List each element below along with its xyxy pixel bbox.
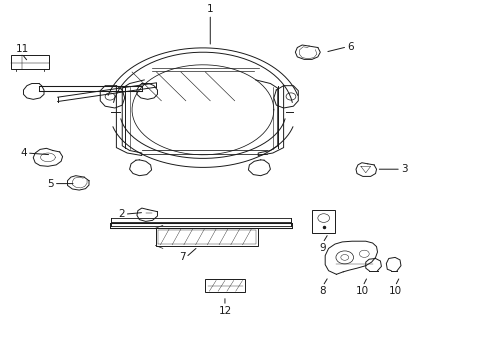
- Text: 4: 4: [20, 148, 27, 158]
- Text: 11: 11: [15, 44, 29, 54]
- Bar: [311, 210, 335, 233]
- Text: 6: 6: [346, 42, 353, 52]
- Text: 9: 9: [319, 243, 325, 253]
- Bar: [155, 228, 258, 246]
- Text: 10: 10: [388, 286, 401, 296]
- Bar: [205, 279, 245, 292]
- Text: 3: 3: [400, 164, 407, 174]
- Text: 1: 1: [206, 4, 213, 14]
- Text: 10: 10: [356, 286, 368, 296]
- Text: 5: 5: [47, 179, 54, 189]
- Text: 8: 8: [319, 286, 325, 296]
- Text: 12: 12: [218, 306, 231, 316]
- Text: 2: 2: [118, 209, 124, 219]
- Text: 7: 7: [179, 252, 185, 262]
